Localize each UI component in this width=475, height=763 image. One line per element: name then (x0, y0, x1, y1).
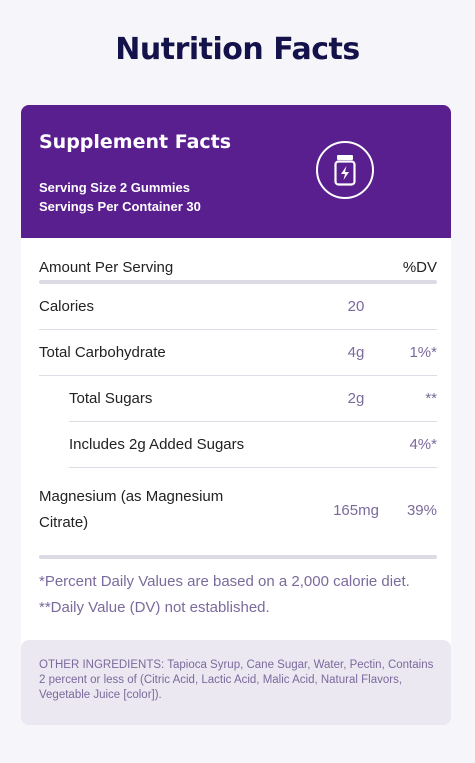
row-label: Total Carbohydrate (39, 344, 166, 361)
dv-not-established-footnote: **Daily Value (DV) not established. (39, 599, 270, 616)
table-row: Calories 20 (39, 284, 437, 330)
panel-header: Supplement Facts Serving Size 2 Gummies … (21, 105, 451, 238)
row-dv: 4%* (409, 436, 437, 453)
header-rule (39, 280, 437, 284)
table-row: Total Carbohydrate 4g 1%* (39, 330, 437, 376)
other-ingredients-text: OTHER INGREDIENTS: Tapioca Syrup, Cane S… (39, 659, 434, 701)
table-row: Magnesium (as Magnesium Citrate) 165mg 3… (39, 476, 437, 546)
supplement-facts-card: Supplement Facts Serving Size 2 Gummies … (21, 105, 451, 725)
row-amount: 2g (347, 390, 365, 407)
page-title: Nutrition Facts (115, 32, 360, 67)
supplement-jar-lightning-icon (316, 141, 374, 199)
other-ingredients-box: OTHER INGREDIENTS: Tapioca Syrup, Cane S… (21, 640, 451, 725)
row-label: Total Sugars (69, 390, 153, 407)
row-label: Magnesium (as Magnesium Citrate) (39, 488, 224, 531)
servings-per-container: Servings Per Container 30 (39, 199, 201, 214)
row-label: Includes 2g Added Sugars (69, 436, 245, 453)
panel-title: Supplement Facts (39, 131, 232, 153)
row-amount: 20 (347, 298, 365, 315)
serving-size: Serving Size 2 Gummies (39, 180, 191, 195)
row-amount: 165mg (333, 502, 379, 519)
table-row: Includes 2g Added Sugars 4%* (69, 422, 437, 468)
row-label: Calories (39, 298, 95, 315)
row-dv: 1%* (409, 344, 437, 361)
row-amount: 4g (347, 344, 365, 361)
amount-per-serving-label: Amount Per Serving (39, 259, 174, 276)
row-dv: ** (425, 390, 437, 407)
footer-rule (39, 555, 437, 559)
dv-column-header: %DV (402, 259, 437, 276)
amount-per-serving-header: Amount Per Serving %DV (39, 259, 437, 276)
table-row: Total Sugars 2g ** (69, 376, 437, 422)
percent-dv-footnote: *Percent Daily Values are based on a 2,0… (39, 573, 410, 590)
row-dv: 39% (406, 502, 437, 519)
